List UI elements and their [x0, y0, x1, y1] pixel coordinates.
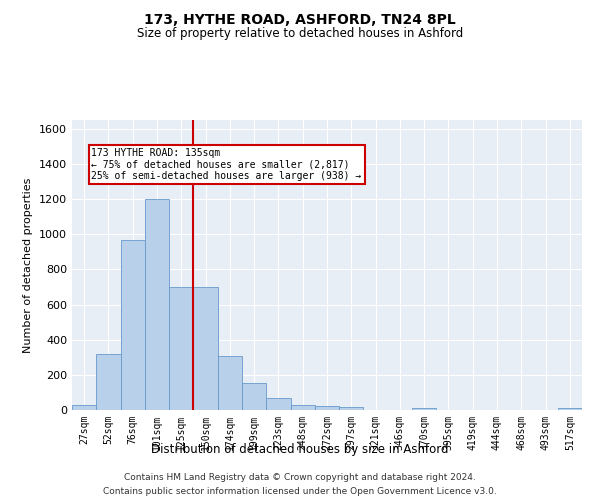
- Text: Contains HM Land Registry data © Crown copyright and database right 2024.: Contains HM Land Registry data © Crown c…: [124, 472, 476, 482]
- Bar: [169, 287, 193, 410]
- Bar: [290, 404, 315, 410]
- Bar: [121, 240, 145, 410]
- Text: Size of property relative to detached houses in Ashford: Size of property relative to detached ho…: [137, 28, 463, 40]
- Text: Contains public sector information licensed under the Open Government Licence v3: Contains public sector information licen…: [103, 488, 497, 496]
- Bar: [72, 404, 96, 410]
- Bar: [558, 408, 582, 410]
- Bar: [145, 199, 169, 410]
- Text: Distribution of detached houses by size in Ashford: Distribution of detached houses by size …: [151, 442, 449, 456]
- Bar: [242, 383, 266, 410]
- Bar: [266, 398, 290, 410]
- Bar: [218, 356, 242, 410]
- Bar: [96, 354, 121, 410]
- Text: 173 HYTHE ROAD: 135sqm
← 75% of detached houses are smaller (2,817)
25% of semi-: 173 HYTHE ROAD: 135sqm ← 75% of detached…: [91, 148, 362, 182]
- Bar: [193, 287, 218, 410]
- Bar: [412, 408, 436, 410]
- Text: 173, HYTHE ROAD, ASHFORD, TN24 8PL: 173, HYTHE ROAD, ASHFORD, TN24 8PL: [144, 12, 456, 26]
- Y-axis label: Number of detached properties: Number of detached properties: [23, 178, 34, 352]
- Bar: [339, 408, 364, 410]
- Bar: [315, 406, 339, 410]
